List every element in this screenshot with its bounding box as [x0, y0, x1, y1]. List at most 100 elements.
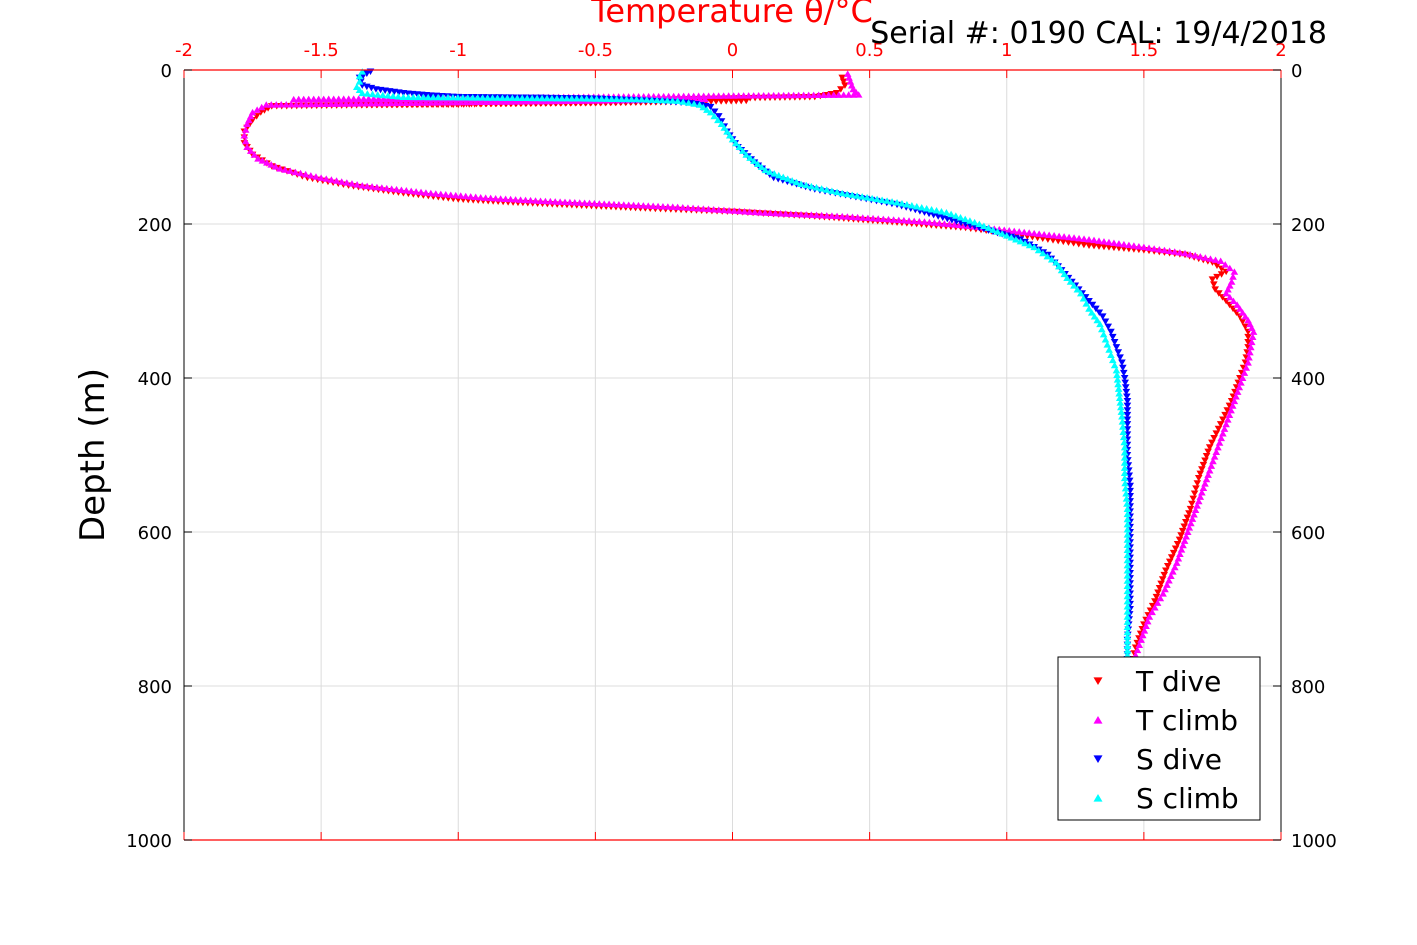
data-point [1221, 411, 1229, 419]
data-point [1140, 243, 1148, 251]
data-point [694, 204, 703, 212]
data-point [1105, 346, 1113, 353]
data-point [878, 196, 886, 203]
data-point [756, 209, 764, 216]
data-point [1204, 471, 1212, 478]
data-point [1123, 642, 1132, 649]
data-point [329, 95, 338, 103]
x-tick-label: 1.5 [1130, 40, 1159, 61]
data-point [1180, 537, 1189, 544]
data-point [1020, 228, 1029, 236]
data-point [558, 94, 566, 102]
data-point [1123, 520, 1132, 528]
data-point [432, 99, 440, 106]
data-point [1244, 333, 1252, 341]
data-point [807, 182, 816, 190]
data-point [1123, 633, 1132, 640]
data-point [727, 97, 736, 105]
data-point [407, 99, 415, 106]
y-tick-label-left: 600 [138, 523, 172, 544]
data-point [788, 177, 796, 184]
data-point [314, 95, 323, 103]
data-point [422, 189, 430, 196]
data-point [917, 204, 926, 211]
data-point [776, 209, 785, 217]
data-point [531, 197, 540, 204]
data-point [1247, 338, 1256, 346]
data-point [1201, 480, 1209, 487]
data-point [894, 216, 903, 224]
data-point [1249, 328, 1258, 335]
data-point [617, 95, 626, 103]
data-point [580, 199, 589, 206]
data-point [1050, 232, 1058, 239]
data-point [1201, 254, 1210, 261]
data-point [1213, 262, 1221, 269]
data-point [817, 211, 826, 219]
data-point [468, 94, 477, 101]
data-point [956, 213, 965, 221]
data-point [392, 185, 401, 193]
data-point [1170, 248, 1179, 255]
data-point [451, 98, 460, 106]
data-point [1115, 389, 1123, 397]
data-point [642, 96, 651, 103]
data-point [1176, 550, 1184, 558]
data-point [822, 186, 831, 193]
data-point [1113, 376, 1122, 383]
data-point [1226, 264, 1234, 272]
data-point [1030, 229, 1038, 237]
data-point [975, 220, 984, 228]
data-point [1181, 249, 1189, 257]
data-point [476, 193, 485, 201]
data-point [1191, 252, 1199, 259]
data-point [863, 193, 871, 201]
data-point [387, 185, 396, 192]
data-point [427, 189, 435, 197]
data-point [368, 90, 377, 98]
data-point [1188, 515, 1197, 522]
data-point [1114, 385, 1123, 392]
data-point [1154, 589, 1162, 596]
data-point [1101, 318, 1110, 325]
data-point [449, 93, 457, 101]
data-point [1123, 526, 1132, 533]
data-point [690, 100, 698, 107]
data-point [424, 93, 432, 101]
data-point [1107, 328, 1115, 336]
data-point [734, 92, 743, 99]
data-point [1122, 495, 1131, 502]
data-point [368, 183, 376, 190]
data-point [1212, 448, 1221, 455]
data-point [362, 100, 370, 107]
data-point [1215, 439, 1224, 446]
data-point [1181, 519, 1190, 526]
legend-label: T climb [1135, 704, 1238, 737]
data-point [344, 95, 353, 103]
data-point [1123, 587, 1132, 595]
data-point [1123, 510, 1132, 518]
data-point [725, 207, 733, 214]
legend-label: S dive [1136, 743, 1222, 776]
data-point [526, 97, 535, 105]
data-point [1225, 411, 1234, 418]
data-point [955, 221, 964, 229]
data-point [673, 203, 682, 211]
data-point [1123, 608, 1132, 615]
data-point [869, 214, 877, 222]
data-point [1151, 604, 1159, 611]
data-point [1199, 461, 1208, 469]
data-point [908, 202, 916, 209]
data-point [349, 95, 358, 103]
data-point [392, 99, 400, 107]
data-point [342, 100, 350, 107]
data-point [1115, 394, 1124, 402]
data-point [724, 92, 733, 99]
data-point [1088, 301, 1097, 309]
data-point [241, 137, 250, 145]
data-point [1123, 572, 1132, 579]
legend-marker [1093, 793, 1103, 802]
data-point [506, 98, 515, 105]
data-point [764, 91, 773, 99]
data-point [399, 93, 408, 100]
